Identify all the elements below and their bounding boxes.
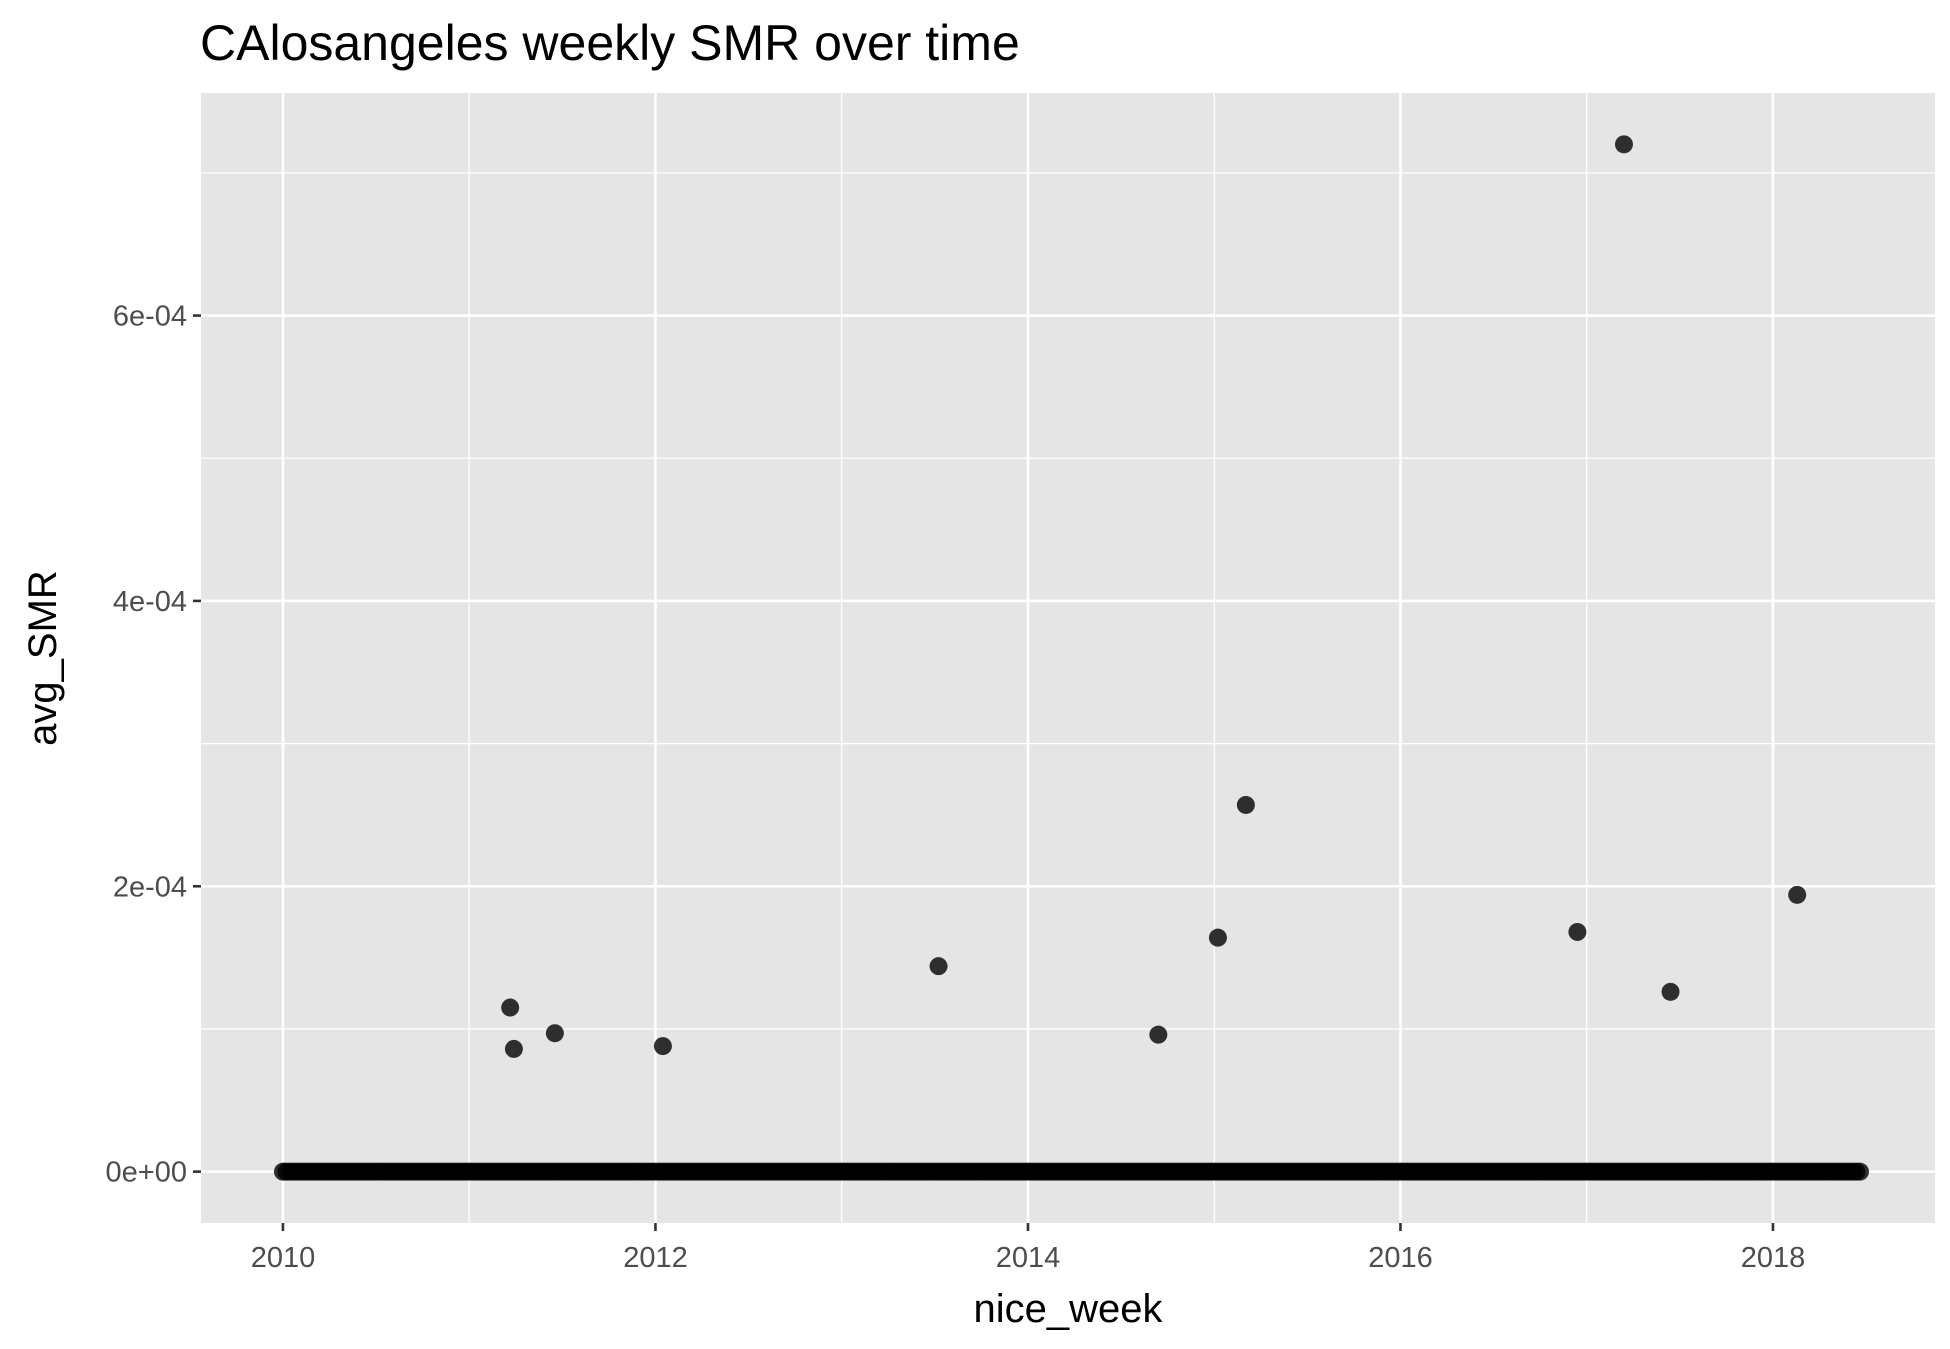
y-axis-title: avg_SMR	[21, 570, 65, 746]
data-point	[1788, 885, 1807, 904]
data-point	[929, 957, 948, 976]
data-point	[1236, 795, 1255, 814]
data-points	[273, 135, 1869, 1181]
data-point	[1850, 1162, 1869, 1181]
data-point	[504, 1039, 523, 1058]
y-tick-label: 0e+00	[106, 1157, 187, 1189]
x-tick-label: 2014	[996, 1242, 1061, 1274]
axis-ticks	[193, 314, 1775, 1231]
x-tick-label: 2012	[623, 1242, 688, 1274]
data-point	[653, 1037, 672, 1056]
data-point	[501, 998, 520, 1017]
x-axis-title: nice_week	[973, 1287, 1163, 1331]
x-tick-label: 2016	[1368, 1242, 1433, 1274]
x-tick-labels: 2010 2012 2014 2016 2018	[251, 1242, 1806, 1274]
data-point	[1149, 1025, 1168, 1044]
data-point	[1208, 928, 1227, 947]
data-point	[545, 1024, 564, 1043]
x-tick-label: 2018	[1741, 1242, 1806, 1274]
x-tick-label: 2010	[251, 1242, 316, 1274]
data-point	[1661, 982, 1680, 1001]
y-tick-label: 2e-04	[113, 871, 187, 903]
plot-panel	[201, 93, 1935, 1223]
y-tick-label: 6e-04	[113, 301, 187, 333]
chart-title: CAlosangeles weekly SMR over time	[200, 15, 1020, 71]
data-point	[1614, 135, 1633, 154]
y-tick-label: 4e-04	[113, 586, 187, 618]
y-tick-labels: 0e+00 2e-04 4e-04 6e-04	[106, 301, 187, 1189]
grid-minor	[201, 93, 1935, 1223]
data-point	[1568, 922, 1587, 941]
